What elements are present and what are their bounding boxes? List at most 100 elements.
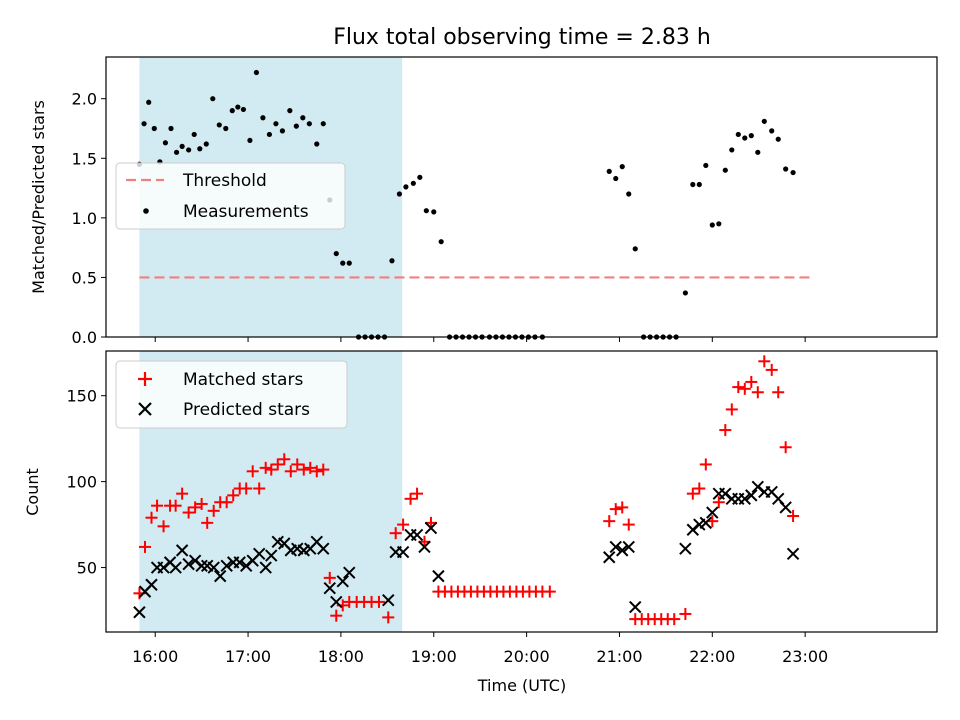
predicted-star-point: [745, 489, 758, 502]
matched-star-point: [284, 465, 297, 478]
legend-threshold-label: Threshold: [182, 171, 267, 191]
bottom-legend: Matched stars Predicted stars: [115, 360, 348, 429]
matched-star-point: [745, 375, 758, 388]
matched-star-point: [201, 516, 214, 529]
measurement-point: [613, 175, 619, 182]
predicted-star-point: [233, 556, 246, 569]
measurement-point: [151, 125, 157, 132]
legend-measurements-label: Measurements: [183, 202, 309, 222]
top-panel: 0.00.51.01.52.0 Matched/Predicted stars …: [29, 56, 938, 347]
matched-star-point: [543, 585, 556, 598]
matched-star-point: [719, 424, 732, 437]
measurement-point: [260, 115, 266, 121]
x-tick-label: 19:00: [411, 647, 457, 666]
matched-star-point: [404, 492, 417, 505]
measurement-point: [438, 239, 444, 245]
matched-star-point: [182, 506, 195, 519]
predicted-star-point: [175, 544, 189, 557]
measurement-point: [775, 136, 781, 142]
measurement-point: [748, 133, 754, 139]
matched-star-point: [240, 482, 253, 495]
matched-star-point: [278, 453, 291, 466]
predicted-star-point: [336, 575, 349, 588]
predicted-star-point: [220, 559, 233, 573]
x-axis-label: Time (UTC): [477, 676, 566, 695]
matched-star-point: [246, 465, 259, 478]
measurement-point: [769, 128, 775, 134]
matched-star-point: [725, 403, 738, 416]
matched-star-point: [265, 463, 278, 476]
predicted-star-point: [145, 578, 158, 591]
measurement-point: [682, 290, 688, 296]
measurement-point: [340, 260, 346, 266]
matched-star-point: [259, 461, 272, 474]
matched-star-point: [207, 504, 220, 517]
measurement-point: [735, 131, 741, 138]
y-tick-label: 100: [66, 473, 97, 492]
x-tick-label: 21:00: [596, 647, 642, 666]
matched-star-point: [751, 386, 764, 399]
matched-star-point: [738, 382, 751, 395]
predicted-star-point: [738, 492, 752, 506]
measurement-point: [703, 162, 709, 169]
measurement-point: [729, 147, 735, 153]
matched-star-point: [291, 458, 304, 471]
measurement-point: [396, 191, 403, 197]
top-y-ticks: 0.0 0.5 1.0 1.5 2.0: [72, 90, 106, 347]
measurement-point: [235, 104, 241, 110]
matched-star-point: [157, 520, 170, 533]
measurement-point: [410, 180, 416, 186]
matched-star-point: [389, 527, 402, 540]
y-tick-label: 1.0: [72, 209, 97, 228]
measurement-point: [755, 149, 761, 155]
predicted-star-point: [629, 600, 642, 614]
y-tick-label: 0.5: [72, 268, 97, 287]
measurement-point: [191, 131, 197, 138]
measurement-point: [742, 135, 748, 141]
predicted-star-point: [330, 595, 343, 609]
measurement-point: [619, 164, 625, 170]
predicted-stars-points: [133, 480, 800, 619]
matched-star-point: [138, 540, 151, 553]
measurement-point: [790, 169, 796, 176]
legend-matched-label: Matched stars: [183, 370, 303, 390]
x-tick-label: 23:00: [782, 647, 828, 666]
matched-star-point: [317, 463, 330, 476]
measurement-point: [716, 221, 722, 227]
chart-title: Flux total observing time = 2.83 h: [333, 25, 711, 50]
matched-star-point: [397, 518, 410, 531]
matched-star-point: [189, 501, 202, 514]
predicted-star-point: [317, 542, 330, 555]
measurement-point: [696, 181, 702, 188]
measurement-point: [173, 149, 180, 155]
matched-star-point: [679, 607, 692, 620]
matched-star-point: [382, 611, 395, 624]
measurement-point: [314, 141, 320, 147]
x-tick-label: 20:00: [504, 647, 550, 666]
matched-star-point: [712, 496, 725, 509]
measurement-point: [423, 208, 429, 214]
predicted-star-point: [265, 549, 278, 562]
measurement-point: [168, 125, 174, 132]
predicted-star-point: [259, 561, 272, 574]
measurement-point: [273, 121, 279, 127]
legend-predicted-label: Predicted stars: [183, 400, 310, 420]
matched-star-point: [253, 482, 266, 495]
measurement-point: [320, 121, 326, 127]
matched-star-point: [176, 487, 189, 500]
predicted-star-point: [252, 547, 266, 561]
matched-star-point: [758, 355, 771, 368]
matched-star-point: [693, 482, 706, 495]
measurement-point: [300, 115, 306, 121]
bottom-y-ticks: 50 100 150: [66, 387, 106, 578]
predicted-star-point: [679, 542, 692, 555]
matched-star-point: [169, 499, 182, 512]
x-tick-label: 18:00: [318, 647, 364, 666]
predicted-star-point: [609, 540, 622, 554]
legend-predicted-swatch: [138, 402, 152, 416]
measurement-point: [141, 121, 147, 127]
measurement-point: [306, 121, 312, 127]
measurement-point: [253, 69, 260, 76]
predicted-star-point: [616, 544, 629, 557]
predicted-star-point: [786, 547, 800, 561]
